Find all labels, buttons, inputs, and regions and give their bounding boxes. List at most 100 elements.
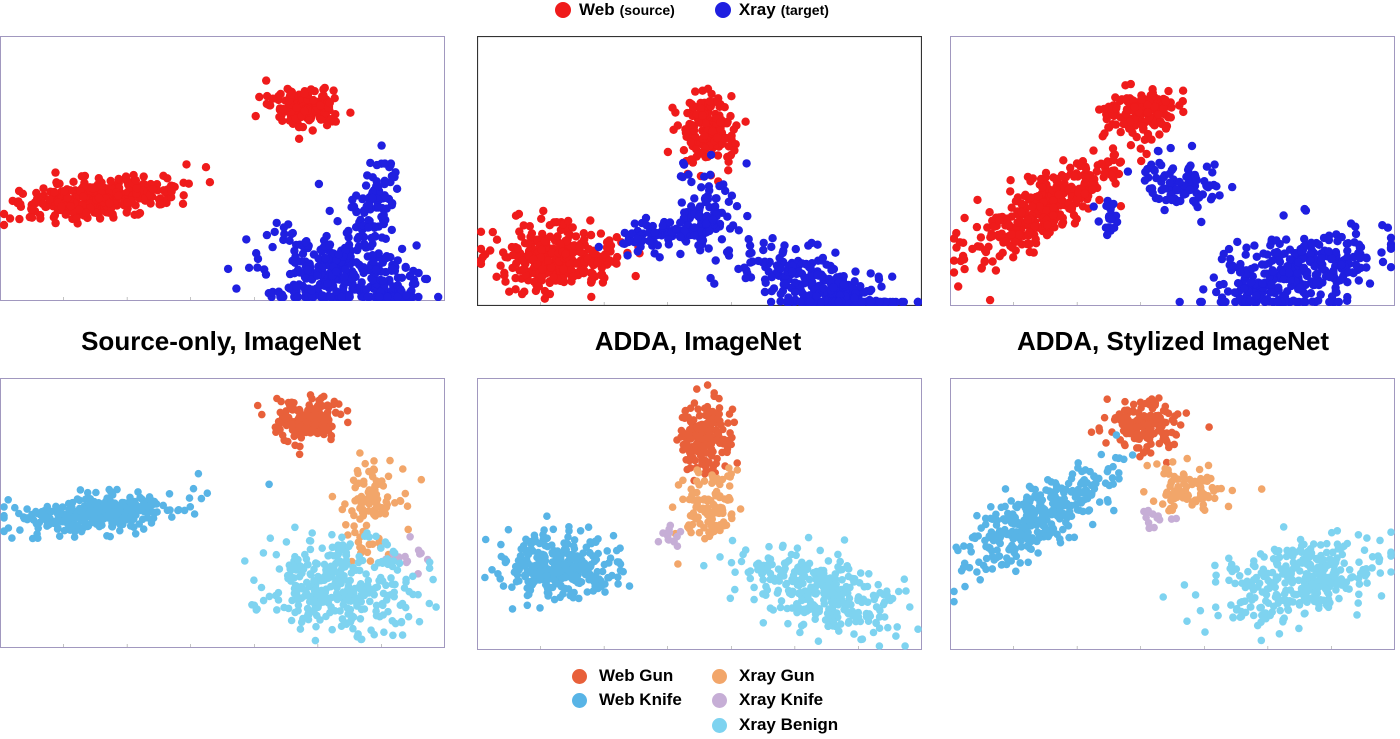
data-point: [143, 509, 152, 517]
data-point: [38, 199, 47, 209]
data-point: [362, 285, 371, 294]
data-point: [79, 513, 87, 521]
data-point: [1100, 169, 1109, 178]
data-point: [686, 464, 695, 472]
data-point: [1135, 444, 1143, 452]
data-point: [715, 181, 724, 191]
data-point: [320, 424, 329, 433]
data-point: [358, 194, 367, 204]
data-point: [519, 265, 528, 274]
data-point: [1250, 241, 1259, 250]
data-point: [872, 619, 880, 628]
data-point: [1126, 141, 1136, 150]
data-point: [884, 623, 892, 632]
data-point: [805, 575, 814, 584]
data-point: [695, 528, 704, 537]
data-point: [712, 459, 720, 468]
data-point: [284, 283, 293, 292]
data-point: [1386, 263, 1395, 272]
data-point: [812, 610, 820, 618]
panel-adda-stylized-class: [950, 378, 1395, 650]
data-point: [1175, 101, 1184, 110]
data-point: [1186, 161, 1195, 170]
data-point: [126, 522, 135, 530]
data-point: [1252, 291, 1261, 301]
data-point: [712, 491, 720, 500]
data-point: [167, 187, 176, 196]
scatter-plot-adda-imagenet-domain: [477, 36, 922, 306]
data-point: [73, 521, 82, 529]
data-point: [724, 166, 733, 175]
data-point: [184, 179, 193, 188]
data-point: [1006, 176, 1015, 185]
data-point: [800, 605, 809, 614]
data-point: [580, 235, 589, 244]
data-point: [341, 265, 350, 274]
data-point: [1233, 279, 1243, 288]
data-point: [368, 488, 376, 496]
data-point: [1008, 243, 1017, 252]
data-point: [677, 198, 686, 207]
data-point: [1188, 501, 1196, 509]
data-point: [296, 413, 304, 422]
data-point: [178, 199, 188, 208]
data-point: [223, 264, 233, 274]
data-point: [1170, 502, 1178, 511]
data-point: [1182, 409, 1191, 417]
data-point: [122, 515, 131, 524]
data-point: [706, 170, 715, 179]
data-point: [737, 557, 746, 566]
data-point: [380, 159, 390, 168]
data-point: [1137, 156, 1146, 166]
data-point: [481, 535, 490, 544]
data-point: [341, 500, 349, 508]
data-point: [1228, 182, 1237, 192]
data-point: [1343, 253, 1352, 262]
data-point: [576, 527, 585, 535]
data-point: [757, 564, 765, 573]
data-point: [1136, 144, 1145, 153]
data-point: [336, 410, 345, 419]
data-point: [343, 407, 352, 415]
data-point: [790, 288, 800, 297]
data-point: [1123, 167, 1133, 176]
data-point: [1074, 188, 1083, 197]
data-point: [1260, 297, 1270, 306]
data-point: [734, 264, 743, 274]
data-point: [106, 532, 114, 541]
data-point: [731, 585, 739, 594]
data-point: [168, 513, 176, 521]
data-point: [537, 272, 547, 281]
data-point: [718, 506, 727, 515]
data-point: [348, 195, 357, 204]
data-point: [52, 502, 60, 511]
data-point: [96, 514, 104, 522]
data-point: [528, 578, 537, 586]
data-point: [1129, 400, 1138, 409]
data-point: [185, 494, 194, 502]
data-point: [690, 231, 699, 240]
data-point: [366, 158, 375, 168]
data-point: [1166, 143, 1175, 153]
data-point: [387, 264, 397, 273]
data-point: [998, 248, 1007, 257]
data-point: [82, 208, 91, 218]
data-point: [414, 546, 423, 555]
data-point: [1141, 167, 1150, 177]
data-point: [357, 278, 366, 287]
data-point: [1266, 241, 1275, 250]
data-point: [713, 436, 721, 445]
data-point: [372, 160, 382, 170]
data-point: [1095, 424, 1103, 432]
legend-xray-label: Xray: [738, 0, 776, 19]
data-point: [274, 417, 283, 426]
data-point: [664, 240, 673, 249]
data-point: [767, 242, 776, 252]
data-point: [149, 514, 158, 522]
data-point: [1175, 297, 1184, 306]
data-point: [720, 134, 730, 144]
data-point: [306, 545, 315, 554]
data-point: [725, 464, 733, 472]
data-point: [888, 297, 897, 306]
data-point: [620, 239, 629, 248]
